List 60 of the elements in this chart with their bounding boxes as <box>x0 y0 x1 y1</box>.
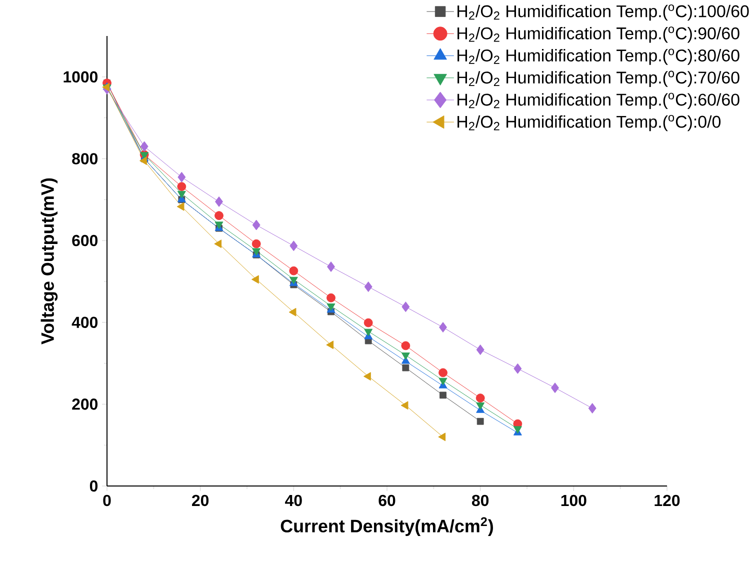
y-tick-label: 600 <box>72 234 98 246</box>
point <box>251 275 259 284</box>
point <box>215 196 223 207</box>
x-tick-label: 0 <box>103 494 111 506</box>
point <box>214 211 224 220</box>
point <box>476 402 485 410</box>
legend-label: H$_{2}$/O$_{2}$ Humidification Temp.($^{o}$C):60/60 <box>458 92 740 110</box>
point <box>401 341 410 350</box>
point <box>400 401 408 410</box>
point <box>176 202 184 211</box>
y-tick-label: 400 <box>72 316 98 328</box>
point <box>177 182 186 191</box>
text: Current Density(mA/cm$^{2}$) <box>280 517 493 536</box>
point <box>440 392 446 399</box>
point <box>514 363 522 374</box>
point <box>178 172 186 182</box>
point <box>438 432 446 442</box>
y-tick-label: 800 <box>72 153 98 164</box>
x-tick-label: 20 <box>192 494 209 506</box>
point <box>140 141 148 152</box>
point <box>588 403 596 414</box>
point <box>401 352 410 360</box>
point <box>364 282 372 292</box>
point <box>439 322 448 333</box>
y-tick-label: 1000 <box>64 71 98 83</box>
point <box>476 394 485 402</box>
point <box>476 344 484 356</box>
legend-label: H$_{2}$/O$_{2}$ Humidification Temp.($^{o}$C):0/0 <box>458 115 721 132</box>
point <box>139 156 147 166</box>
point <box>327 261 336 272</box>
point <box>289 266 298 276</box>
point <box>214 240 222 248</box>
point <box>363 372 371 381</box>
point <box>177 190 186 198</box>
point <box>290 240 298 252</box>
point <box>551 382 560 394</box>
point <box>438 378 448 386</box>
x-tick-label: 120 <box>654 494 680 506</box>
y-tick-label: 0 <box>90 480 98 492</box>
point <box>364 328 373 336</box>
point <box>288 308 296 316</box>
legend-label: H$_{2}$/O$_{2}$ Humidification Temp.($^{o}$C):100/60 <box>458 4 749 21</box>
x-tick-label: 40 <box>285 494 302 506</box>
legend-label: H$_{2}$/O$_{2}$ Humidification Temp.($^{o}$C):80/60 <box>458 48 740 65</box>
point <box>438 368 448 378</box>
point <box>252 239 261 248</box>
point <box>326 293 336 302</box>
x-tick-label: 60 <box>378 494 396 506</box>
point <box>326 340 334 350</box>
y-tick-label: 200 <box>72 398 98 410</box>
x-tick-label: 80 <box>472 494 489 506</box>
point <box>476 418 484 425</box>
point <box>364 318 373 328</box>
point <box>402 302 410 312</box>
point <box>252 220 260 230</box>
y-axis-title: Voltage Output(mV) <box>40 178 58 344</box>
legend-label: H$_{2}$/O$_{2}$ Humidification Temp.($^{o}$C):70/60 <box>458 70 740 87</box>
legend-label: H$_{2}$/O$_{2}$ Humidification Temp.($^{o}$C):90/60 <box>458 26 740 43</box>
point <box>402 364 410 372</box>
x-tick-label: 100 <box>561 494 586 506</box>
